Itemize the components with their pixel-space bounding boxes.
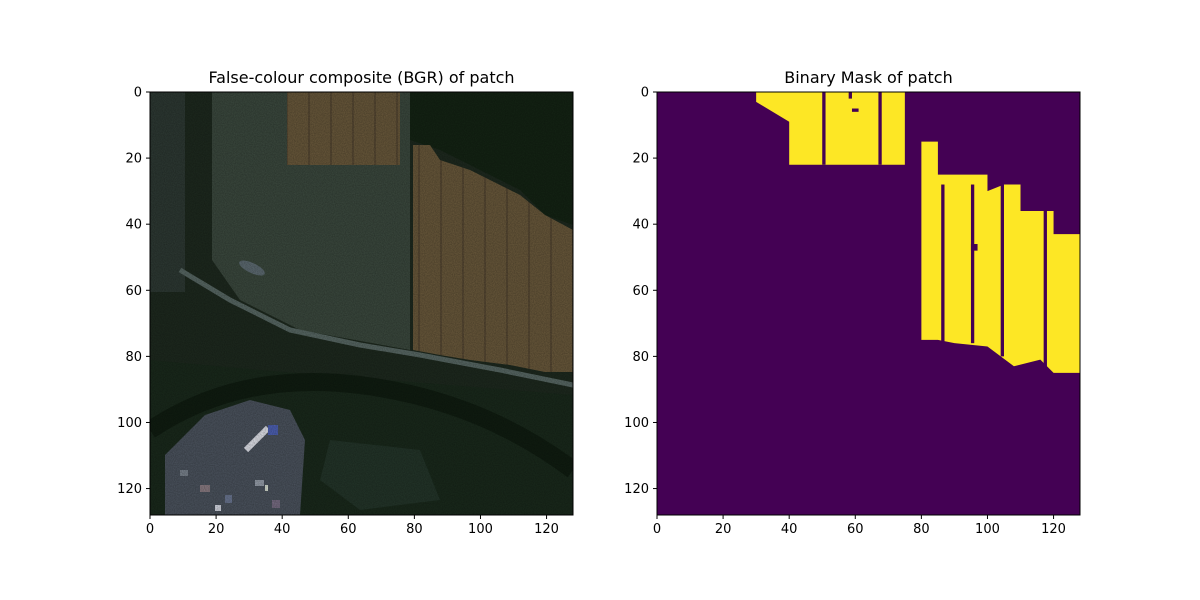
y-tick-label: 0 [134,86,142,101]
mask-image [657,92,1080,515]
mask-frame [656,91,1081,516]
y-tick-label: 100 [117,416,142,431]
mask-panel: Binary Mask of patch 0 20 40 60 80 100 120 0 20 4… [624,68,1081,538]
composite-panel: False-colour composite (BGR) of patch [117,68,574,538]
mask-gap-6 [1043,210,1047,370]
mask-hole-3 [970,244,978,251]
x-tick-label: 80 [406,522,423,537]
y-tick-label: 120 [624,482,649,497]
mask-hole-2 [851,108,859,112]
mask-region-upper-field [756,92,905,165]
x-tick-label: 0 [146,522,154,537]
x-tick-label: 20 [208,522,225,537]
x-tick-label: 40 [274,522,291,537]
composite-title: False-colour composite (BGR) of patch [208,68,514,87]
y-tick-label: 0 [641,86,649,101]
y-tick-label: 100 [624,416,649,431]
noise-overlay [150,92,573,515]
y-tick-label: 40 [125,218,142,233]
composite-axes: 0 20 40 60 80 100 120 0 20 40 60 80 100 120 [117,86,559,538]
y-tick-label: 20 [125,152,142,167]
mask-gap-4 [970,184,975,344]
x-tick-label: 120 [534,522,559,537]
mask-hole-1 [848,92,852,99]
y-tick-label: 20 [632,152,649,167]
mask-gap-3 [941,184,945,344]
x-tick-label: 60 [847,522,864,537]
composite-frame [149,91,574,516]
satellite-image [150,92,573,515]
mask-gap-1 [822,92,826,165]
mask-title: Binary Mask of patch [784,68,952,87]
y-tick-label: 60 [632,284,649,299]
x-tick-label: 40 [781,522,798,537]
y-tick-label: 80 [125,350,142,365]
x-tick-label: 100 [468,522,493,537]
x-tick-label: 80 [913,522,930,537]
y-tick-label: 60 [125,284,142,299]
x-tick-label: 100 [975,522,1000,537]
mask-gap-2 [878,92,882,165]
x-tick-label: 60 [340,522,357,537]
mask-axes: 0 20 40 60 80 100 120 0 20 40 60 80 100 120 [624,86,1066,538]
x-tick-label: 20 [715,522,732,537]
y-tick-label: 120 [117,482,142,497]
x-tick-label: 0 [653,522,661,537]
y-tick-label: 40 [632,218,649,233]
mask-gap-5 [1000,184,1004,357]
x-tick-label: 120 [1041,522,1066,537]
y-tick-label: 80 [632,350,649,365]
